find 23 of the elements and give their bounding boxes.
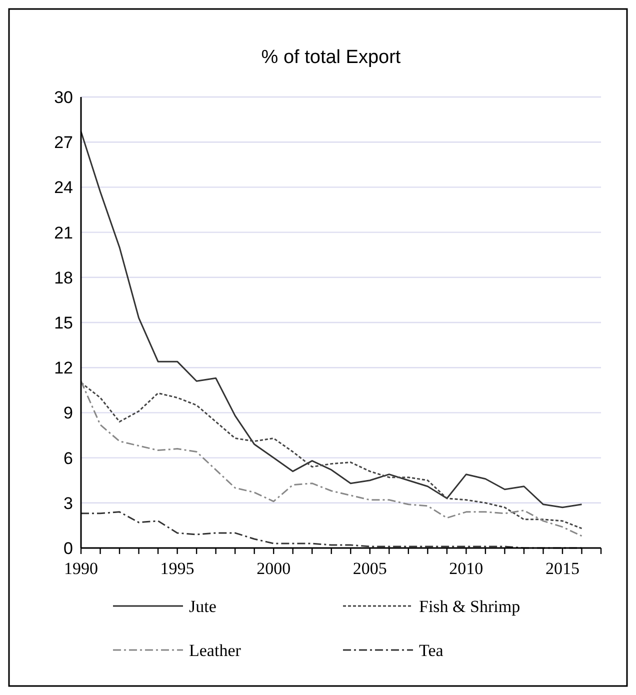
y-tick-label: 0 [64, 538, 73, 558]
legend-label: Fish & Shrimp [419, 596, 520, 616]
y-tick-label: 24 [54, 178, 73, 198]
x-tick-label: 2010 [449, 559, 484, 578]
y-tick-label: 6 [64, 448, 73, 468]
y-tick-label: 9 [64, 404, 73, 423]
x-tick-label: 2000 [256, 559, 291, 578]
y-tick-label: 30 [54, 88, 73, 107]
y-tick-label: 18 [54, 268, 73, 288]
y-tick-label: 21 [54, 223, 73, 242]
legend-label: Jute [189, 596, 216, 616]
y-tick-label: 3 [64, 494, 73, 513]
x-tick-label: 2005 [352, 559, 387, 578]
chart-title: % of total Export [261, 47, 402, 68]
x-tick-label: 2015 [545, 559, 580, 578]
y-tick-label: 12 [54, 358, 73, 378]
legend-label: Leather [189, 640, 242, 660]
line-series [80, 130, 582, 508]
legend-label: Tea [419, 640, 444, 660]
y-tick-label: 15 [54, 313, 73, 332]
x-tick-label: 1995 [160, 559, 194, 578]
x-tick-label: 1990 [64, 559, 98, 578]
y-tick-label: 27 [54, 133, 73, 152]
